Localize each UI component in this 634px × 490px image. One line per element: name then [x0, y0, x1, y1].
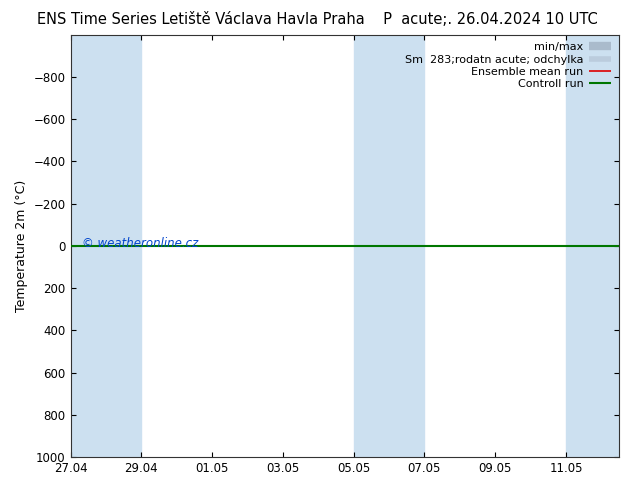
Y-axis label: Temperature 2m (°C): Temperature 2m (°C): [15, 180, 28, 312]
Bar: [389, 35, 424, 457]
Bar: [354, 35, 389, 457]
Bar: [106, 35, 141, 457]
Legend: min/max, Sm  283;rodatn acute; odchylka, Ensemble mean run, Controll run: min/max, Sm 283;rodatn acute; odchylka, …: [403, 40, 614, 91]
Bar: [566, 35, 619, 457]
Bar: [70, 35, 106, 457]
Text: © weatheronline.cz: © weatheronline.cz: [82, 237, 198, 250]
Text: ENS Time Series Letiště Václava Havla Praha    P  acute;. 26.04.2024 10 UTC: ENS Time Series Letiště Václava Havla Pr…: [37, 12, 597, 27]
